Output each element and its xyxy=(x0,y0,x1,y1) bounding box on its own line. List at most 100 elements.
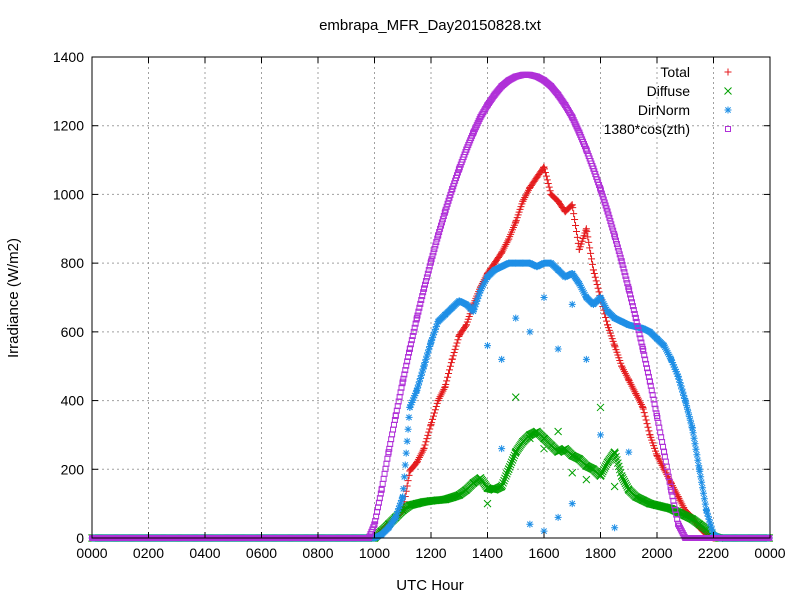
data-point xyxy=(402,367,409,374)
data-point xyxy=(691,440,699,448)
y-tick-label: 1000 xyxy=(53,186,84,202)
data-point xyxy=(512,314,520,322)
data-point xyxy=(403,437,411,445)
data-point xyxy=(633,318,640,325)
data-point xyxy=(385,449,392,456)
data-point xyxy=(580,289,588,297)
data-point xyxy=(421,359,429,367)
data-point xyxy=(411,392,419,400)
y-tick-label: 200 xyxy=(61,461,85,477)
data-point xyxy=(582,475,591,484)
data-point xyxy=(705,516,713,524)
data-point xyxy=(476,474,485,482)
data-point xyxy=(672,368,680,376)
data-point xyxy=(498,481,507,490)
data-point xyxy=(378,486,385,493)
y-tick-label: 1200 xyxy=(53,118,84,134)
data-point xyxy=(394,507,402,515)
data-point xyxy=(664,349,672,357)
x-tick-label: 0600 xyxy=(246,545,277,561)
data-point xyxy=(572,227,580,235)
data-point xyxy=(448,493,457,502)
data-point xyxy=(639,496,647,505)
data-point xyxy=(660,342,668,350)
legend-item: 1380*cos(zth) xyxy=(604,121,731,137)
data-point xyxy=(688,515,697,523)
data-point xyxy=(611,230,618,237)
data-point xyxy=(438,222,445,229)
grid xyxy=(92,57,770,538)
data-point xyxy=(453,339,461,347)
data-point xyxy=(687,420,695,428)
data-point xyxy=(476,287,484,295)
data-point xyxy=(408,337,415,344)
data-point xyxy=(600,464,609,472)
data-point xyxy=(677,382,685,390)
data-point xyxy=(699,484,707,492)
data-point xyxy=(654,413,660,420)
data-point xyxy=(547,190,555,198)
data-point xyxy=(451,345,459,353)
data-point xyxy=(639,346,646,353)
data-point xyxy=(642,416,650,424)
legend-marker xyxy=(725,126,731,132)
data-point xyxy=(379,480,386,487)
data-point xyxy=(445,366,453,374)
data-point xyxy=(644,369,651,376)
data-point xyxy=(627,380,635,388)
data-point xyxy=(546,187,554,195)
data-point xyxy=(397,499,405,507)
data-point xyxy=(410,328,417,335)
data-point xyxy=(575,280,583,288)
data-point xyxy=(413,457,421,465)
data-point xyxy=(693,451,701,459)
data-point xyxy=(406,349,413,356)
data-point xyxy=(383,460,390,467)
legend-label: DirNorm xyxy=(638,102,690,118)
data-point xyxy=(523,190,531,198)
data-point xyxy=(420,289,427,296)
data-point xyxy=(561,444,570,453)
data-point xyxy=(423,352,431,360)
data-point xyxy=(407,401,415,409)
data-point xyxy=(587,249,595,257)
data-point xyxy=(620,477,629,486)
data-point xyxy=(526,328,534,336)
data-point xyxy=(621,269,628,276)
data-point xyxy=(631,310,638,317)
data-point xyxy=(611,232,618,239)
data-point xyxy=(378,531,386,539)
data-point xyxy=(582,461,591,470)
data-point xyxy=(610,448,619,456)
data-point xyxy=(418,448,426,456)
data-point xyxy=(415,454,423,462)
data-point xyxy=(676,379,684,387)
data-point xyxy=(622,272,629,279)
data-point xyxy=(568,500,576,508)
data-point xyxy=(402,449,410,457)
data-point xyxy=(424,431,432,439)
legend: Total Diffuse DirNorm 1380*cos(zth) xyxy=(604,64,732,137)
data-point xyxy=(636,399,644,407)
data-point xyxy=(589,266,597,274)
data-point xyxy=(429,331,437,339)
data-point xyxy=(701,500,709,508)
data-point xyxy=(442,208,449,215)
data-point xyxy=(658,434,665,441)
data-point xyxy=(449,186,456,193)
data-point xyxy=(633,391,641,399)
data-point xyxy=(602,303,610,311)
data-point xyxy=(598,467,607,476)
x-tick-label: 0000 xyxy=(754,545,785,561)
data-point xyxy=(503,467,512,476)
data-point xyxy=(584,233,592,241)
legend-item: Total xyxy=(660,64,732,80)
data-point xyxy=(526,259,534,267)
data-point xyxy=(695,465,703,473)
data-point xyxy=(477,114,484,121)
data-point xyxy=(482,275,490,283)
data-point xyxy=(623,276,630,283)
data-point xyxy=(455,491,464,499)
data-point xyxy=(641,412,649,420)
data-point xyxy=(543,176,551,184)
